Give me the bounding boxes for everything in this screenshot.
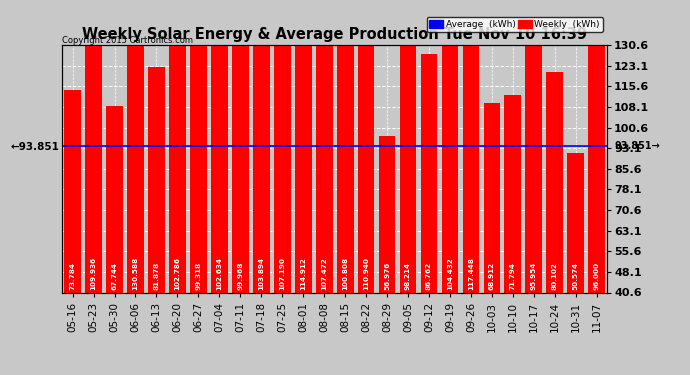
- Text: 67.744: 67.744: [112, 262, 117, 290]
- Text: 68.912: 68.912: [489, 262, 495, 290]
- Text: 71.794: 71.794: [510, 262, 516, 290]
- Bar: [106, 106, 123, 292]
- Text: 102.634: 102.634: [217, 257, 222, 290]
- Bar: [442, 5, 458, 292]
- Text: 96.000: 96.000: [593, 262, 600, 290]
- Bar: [379, 136, 395, 292]
- Bar: [211, 10, 228, 292]
- Bar: [64, 90, 81, 292]
- Text: 109.936: 109.936: [90, 256, 97, 290]
- Bar: [484, 103, 500, 292]
- Text: 110.940: 110.940: [363, 257, 369, 290]
- Bar: [190, 20, 207, 292]
- Text: 114.912: 114.912: [300, 257, 306, 290]
- Text: 103.894: 103.894: [258, 257, 264, 290]
- Bar: [421, 54, 437, 292]
- Text: 117.448: 117.448: [468, 257, 474, 290]
- Text: 107.190: 107.190: [279, 257, 285, 290]
- Text: 99.968: 99.968: [237, 261, 244, 290]
- Text: 98.214: 98.214: [405, 262, 411, 290]
- Text: 100.808: 100.808: [342, 257, 348, 290]
- Text: 56.976: 56.976: [384, 261, 390, 290]
- Text: 80.102: 80.102: [552, 262, 558, 290]
- Bar: [400, 22, 417, 292]
- Bar: [316, 0, 333, 292]
- Bar: [337, 15, 353, 292]
- Bar: [127, 0, 144, 292]
- Legend: Average  (kWh), Weekly  (kWh): Average (kWh), Weekly (kWh): [426, 17, 602, 32]
- Text: 93.851→: 93.851→: [614, 141, 660, 151]
- Bar: [589, 28, 605, 292]
- Bar: [295, 0, 312, 292]
- Bar: [357, 0, 375, 292]
- Bar: [274, 0, 290, 292]
- Title: Weekly Solar Energy & Average Production Tue Nov 10 16:39: Weekly Solar Energy & Average Production…: [82, 27, 587, 42]
- Bar: [253, 7, 270, 292]
- Text: Copyright 2015 Cartronics.com: Copyright 2015 Cartronics.com: [62, 36, 193, 45]
- Bar: [232, 18, 248, 292]
- Text: 107.472: 107.472: [321, 257, 327, 290]
- Text: 86.762: 86.762: [426, 262, 432, 290]
- Bar: [148, 68, 165, 292]
- Text: 130.588: 130.588: [132, 256, 139, 290]
- Text: 104.432: 104.432: [447, 257, 453, 290]
- Bar: [526, 28, 542, 292]
- Text: 95.954: 95.954: [531, 261, 537, 290]
- Text: 50.574: 50.574: [573, 262, 579, 290]
- Bar: [169, 10, 186, 292]
- Text: 99.318: 99.318: [195, 262, 201, 290]
- Text: 81.878: 81.878: [153, 262, 159, 290]
- Bar: [462, 0, 480, 292]
- Text: 102.786: 102.786: [175, 257, 180, 290]
- Bar: [546, 72, 563, 292]
- Bar: [85, 0, 102, 292]
- Bar: [567, 153, 584, 292]
- Text: 73.784: 73.784: [70, 262, 76, 290]
- Bar: [504, 95, 521, 292]
